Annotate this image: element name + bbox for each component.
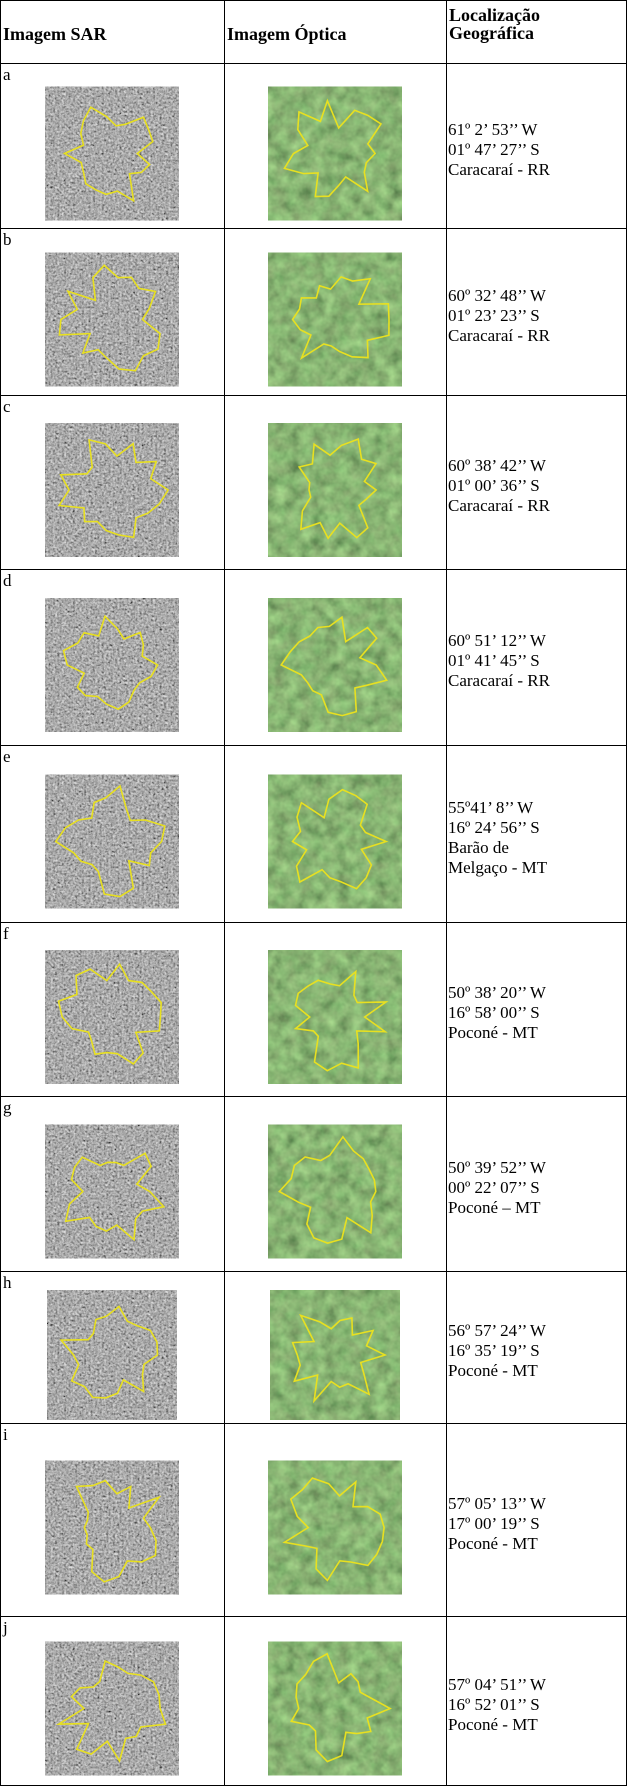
location-line: Poconé - MT xyxy=(448,1715,538,1735)
location-line: 16º 52’ 01’’ S xyxy=(448,1695,540,1715)
location-line: 16º 35’ 19’’ S xyxy=(448,1341,540,1361)
location-line: Caracaraí - RR xyxy=(448,326,550,346)
optical-image xyxy=(268,423,402,557)
sar-image xyxy=(45,1642,179,1776)
location-line: 56º 57’ 24’’ W xyxy=(448,1321,546,1341)
row-label: a xyxy=(3,65,11,85)
location-line: 50º 39’ 52’’ W xyxy=(448,1158,546,1178)
location-line: Barão de xyxy=(448,838,509,858)
optical-image xyxy=(268,1125,402,1259)
location-line: 60º 38’ 42’’ W xyxy=(448,456,546,476)
location-line: Poconé – MT xyxy=(448,1198,541,1218)
sar-image xyxy=(45,775,179,909)
row-label: e xyxy=(3,747,11,767)
location-line: 60º 51’ 12’’ W xyxy=(448,631,546,651)
optical-image xyxy=(268,950,402,1084)
location-line: 01º 23’ 23’’ S xyxy=(448,306,540,326)
location-line: 17º 00’ 19’’ S xyxy=(448,1514,540,1534)
location-line: 16º 58’ 00’’ S xyxy=(448,1003,540,1023)
location-line: 60º 32’ 48’’ W xyxy=(448,286,546,306)
location-line: 01º 00’ 36’’ S xyxy=(448,476,540,496)
location-line: 01º 41’ 45’’ S xyxy=(448,651,540,671)
row-label: i xyxy=(3,1425,8,1445)
optical-image xyxy=(268,598,402,732)
location-line: Caracaraí - RR xyxy=(448,671,550,691)
location-line: 55º41’ 8’’ W xyxy=(448,798,533,818)
column-header: Imagem SAR xyxy=(3,25,221,43)
optical-image xyxy=(270,1290,400,1420)
sar-image xyxy=(45,598,179,732)
location-line: 01º 47’ 27’’ S xyxy=(448,140,540,160)
location-line: Caracaraí - RR xyxy=(448,160,550,180)
column-header: Localização Geográfica xyxy=(449,6,623,42)
sar-image xyxy=(45,1125,179,1259)
row-label: g xyxy=(3,1098,12,1118)
location-line: Caracaraí - RR xyxy=(448,496,550,516)
row-label: d xyxy=(3,571,12,591)
location-line: 00º 22’ 07’’ S xyxy=(448,1178,540,1198)
sar-image xyxy=(45,423,179,557)
location-line: Poconé - MT xyxy=(448,1534,538,1554)
location-line: 16º 24’ 56’’ S xyxy=(448,818,540,838)
sar-image xyxy=(45,950,179,1084)
optical-image xyxy=(268,1461,402,1595)
row-label: h xyxy=(3,1273,12,1293)
row-label: b xyxy=(3,230,12,250)
location-line: Poconé - MT xyxy=(448,1361,538,1381)
column-header: Imagem Óptica xyxy=(227,25,443,43)
location-line: 50º 38’ 20’’ W xyxy=(448,983,546,1003)
location-line: 57º 05’ 13’’ W xyxy=(448,1494,546,1514)
location-line: 57º 04’ 51’’ W xyxy=(448,1675,546,1695)
optical-image xyxy=(268,87,402,221)
sar-image xyxy=(45,1461,179,1595)
location-line: Melgaço - MT xyxy=(448,858,547,878)
row-label: c xyxy=(3,397,11,417)
row-label: j xyxy=(3,1618,8,1638)
document-page: Imagem SAR Imagem Óptica Localização Geogr… xyxy=(0,0,627,1786)
location-line: Poconé - MT xyxy=(448,1023,538,1043)
optical-image xyxy=(268,1642,402,1776)
row-label: f xyxy=(3,924,9,944)
optical-image xyxy=(268,253,402,387)
location-line: 61º 2’ 53’’ W xyxy=(448,120,537,140)
